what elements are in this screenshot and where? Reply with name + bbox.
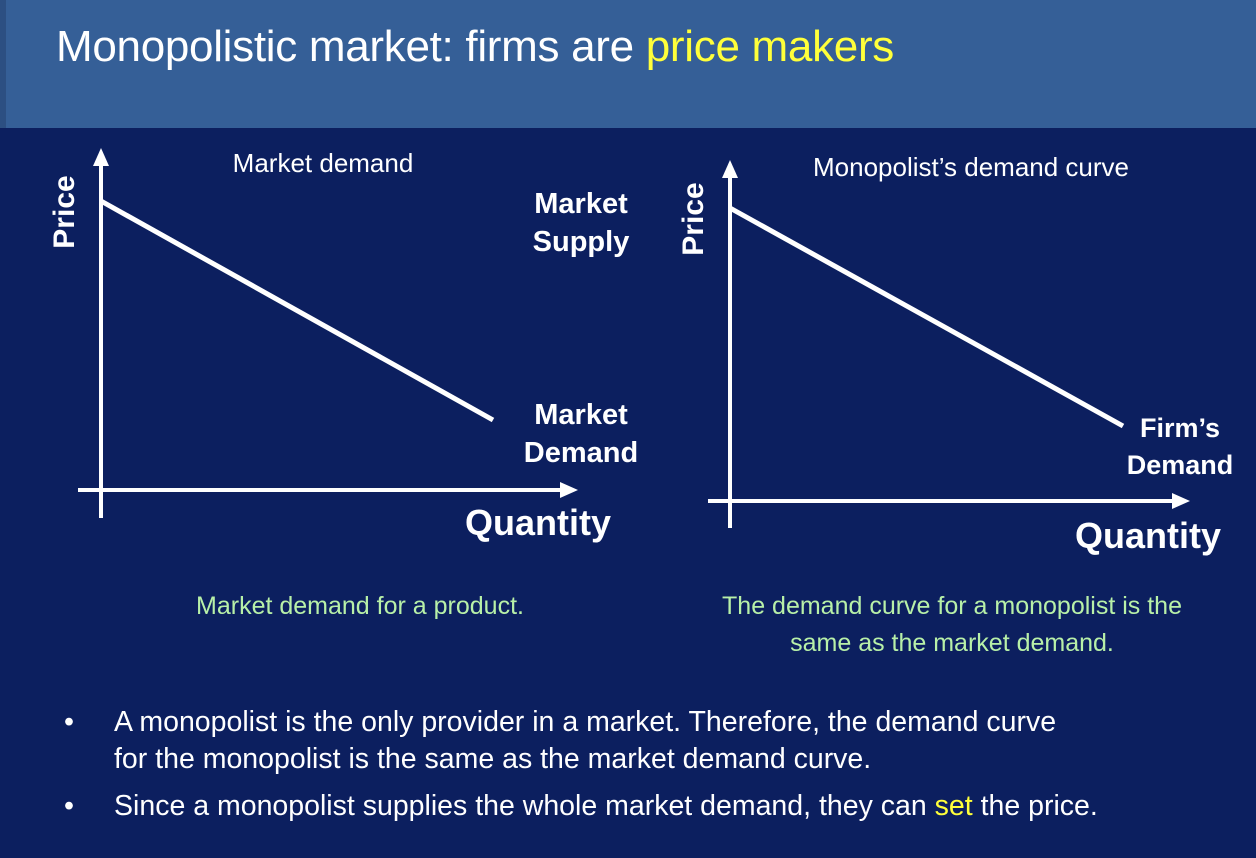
bullet-item-2: • Since a monopolist supplies the whole …: [60, 788, 1240, 825]
bullet-1-line1: A monopolist is the only provider in a m…: [114, 706, 1057, 738]
right-y-axis-label: Price: [677, 182, 710, 255]
left-x-axis-label: Quantity: [465, 502, 611, 543]
market-demand-curve: [99, 198, 495, 423]
right-caption-line1: The demand curve for a monopolist is the: [722, 592, 1182, 620]
slide-title: Monopolistic market: firms are price mak…: [56, 22, 894, 72]
market-supply-label-line2: Supply: [533, 226, 630, 258]
title-bar: Monopolistic market: firms are price mak…: [0, 0, 1256, 128]
title-highlight: price makers: [645, 22, 895, 71]
right-graph-caption: The demand curve for a monopolist is the…: [650, 588, 1254, 662]
bullet-dot-icon: •: [64, 790, 74, 822]
bullet-2-highlight: set: [934, 790, 973, 822]
market-supply-label-line1: Market: [534, 188, 628, 220]
right-graph: Monopolist’s demand curve Price Quantity…: [677, 152, 1233, 556]
left-graph: Market demand Price Quantity Market Supp…: [48, 148, 638, 543]
right-x-axis-arrow: [1172, 493, 1190, 509]
left-x-axis-arrow: [560, 482, 578, 498]
left-graph-heading: Market demand: [233, 148, 414, 178]
left-y-axis-arrow: [93, 148, 109, 166]
demand-graphs: Market demand Price Quantity Market Supp…: [48, 148, 1233, 556]
right-graph-heading: Monopolist’s demand curve: [813, 152, 1129, 182]
bullet-dot-icon: •: [64, 706, 74, 738]
bullet-item-1: • A monopolist is the only provider in a…: [60, 704, 1240, 778]
right-y-axis-arrow: [722, 160, 738, 178]
bullet-1-line2: for the monopolist is the same as the ma…: [114, 743, 872, 775]
firm-demand-label-line1: Firm’s: [1140, 413, 1220, 443]
bullet-list: • A monopolist is the only provider in a…: [60, 704, 1240, 835]
left-y-axis-label: Price: [48, 175, 81, 248]
market-demand-label-line1: Market: [534, 399, 628, 431]
bullet-2-text-before: Since a monopolist supplies the whole ma…: [114, 790, 935, 822]
left-graph-caption: Market demand for a product.: [110, 592, 610, 621]
title-prefix: Monopolistic market: firms are: [56, 22, 646, 71]
market-demand-label-line2: Demand: [524, 437, 638, 469]
bullet-2-text-after: the price.: [972, 790, 1098, 822]
firm-demand-label-line2: Demand: [1127, 450, 1234, 480]
right-caption-line2: same as the market demand.: [790, 629, 1114, 657]
left-caption-text: Market demand for a product.: [196, 592, 524, 620]
firm-demand-curve: [728, 205, 1125, 429]
right-x-axis-label: Quantity: [1075, 515, 1221, 556]
